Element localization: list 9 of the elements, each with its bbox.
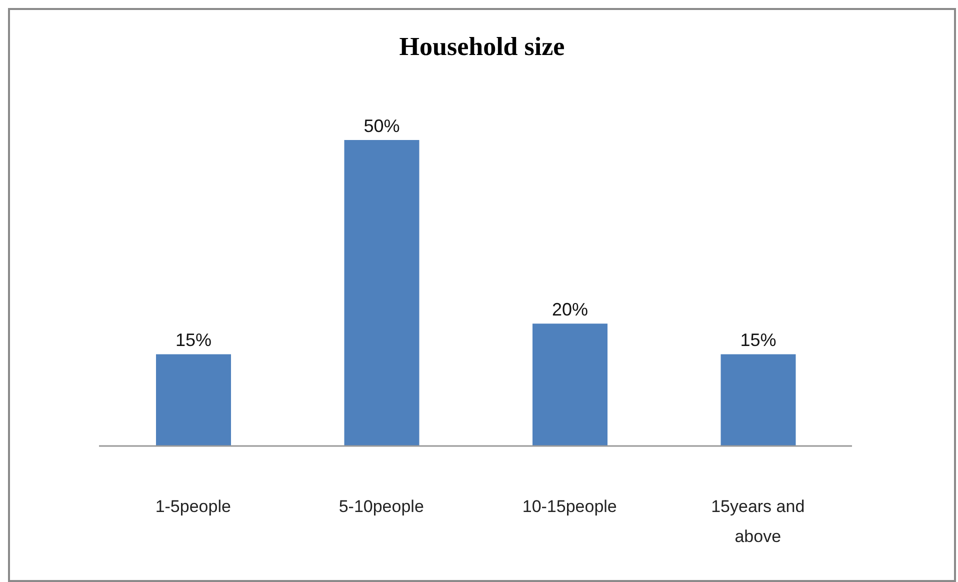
data-label: 50% (364, 116, 400, 136)
x-tick-label: 5-10people (338, 497, 424, 516)
chart-title: Household size (398, 32, 566, 62)
data-label: 15% (175, 330, 212, 350)
data-label: 20% (552, 300, 588, 320)
x-tick-label: 1-5people (155, 497, 231, 516)
data-label: 15% (740, 330, 776, 350)
x-tick-label: 10-15people (522, 497, 617, 516)
x-tick-label: 15years and above (711, 497, 805, 546)
